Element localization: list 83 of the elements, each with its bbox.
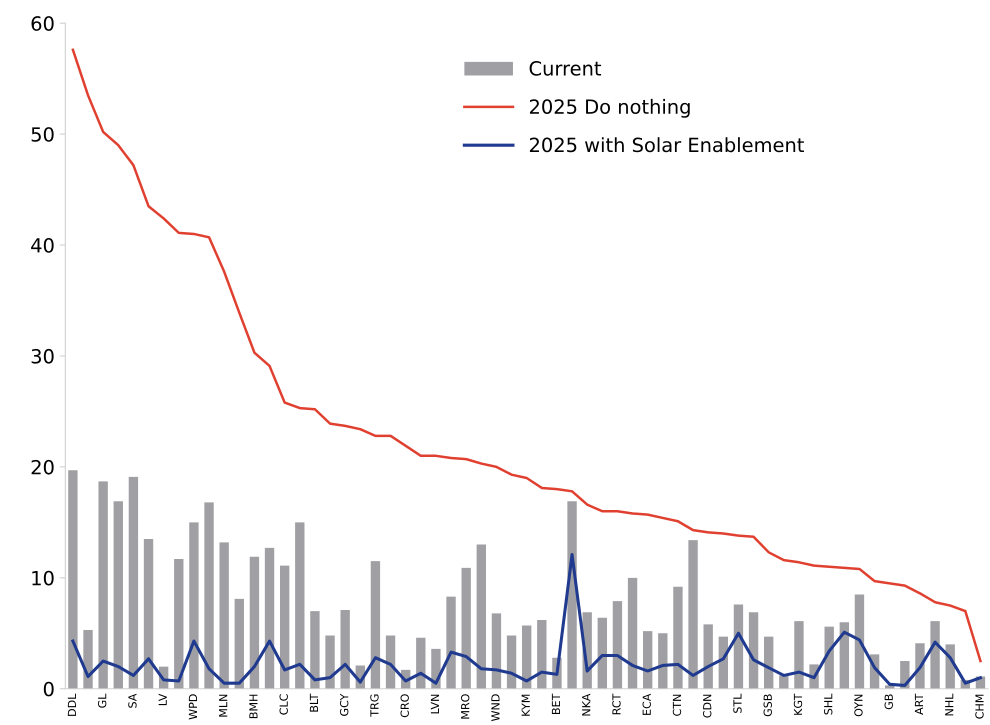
bar xyxy=(476,544,486,689)
bar xyxy=(219,542,229,689)
bar xyxy=(718,636,728,689)
y-tick-label: 0 xyxy=(44,682,54,696)
x-tick-label: BLT xyxy=(310,694,318,712)
x-tick-label: STL xyxy=(733,694,742,713)
legend-label: 2025 Do nothing xyxy=(530,98,690,118)
x-tick-label: SHL xyxy=(824,694,832,714)
bar xyxy=(204,502,214,689)
bar xyxy=(234,598,244,689)
x-tick-label: BET xyxy=(552,694,560,714)
bar xyxy=(764,636,774,689)
line-series xyxy=(71,553,982,687)
bar xyxy=(264,548,274,689)
x-tick-label: SA xyxy=(128,694,137,708)
bar xyxy=(416,638,426,689)
bar xyxy=(446,596,456,689)
x-tick-label: CTN xyxy=(672,694,682,716)
x-tick-label: WND xyxy=(491,694,500,722)
bar xyxy=(794,621,804,689)
x-tick-label: MRO xyxy=(460,694,470,719)
bar xyxy=(748,612,758,689)
x-tick-label: ECA xyxy=(642,694,651,715)
x-tick-label: ART xyxy=(914,694,924,715)
x-tick-label: GB xyxy=(884,694,893,710)
bar xyxy=(250,556,260,689)
y-tick-label: 10 xyxy=(32,570,54,586)
bar xyxy=(310,611,320,689)
bar xyxy=(174,558,184,689)
x-tick-label: GCY xyxy=(340,694,348,716)
y-tick-label: 30 xyxy=(32,348,54,364)
bar xyxy=(688,540,698,689)
bar xyxy=(280,566,290,689)
legend-label: Current xyxy=(530,61,602,76)
bar xyxy=(658,633,668,689)
y-tick-label: 20 xyxy=(32,460,54,475)
bar xyxy=(144,539,154,689)
bar xyxy=(370,561,380,689)
bar xyxy=(612,601,622,689)
x-tick-label: NHL xyxy=(945,694,954,716)
bar xyxy=(98,481,108,689)
y-tick-label: 40 xyxy=(31,238,54,253)
x-tick-label: CRO xyxy=(400,694,409,718)
x-tick-label: RCT xyxy=(612,694,621,714)
line-series xyxy=(72,48,982,662)
bar xyxy=(598,618,607,689)
x-tick-label: KGT xyxy=(794,694,802,715)
x-tick-label: WPD xyxy=(188,694,197,720)
x-tick-label: GL xyxy=(98,694,106,708)
bar xyxy=(824,626,834,689)
bar xyxy=(643,631,652,689)
bar xyxy=(854,594,864,689)
y-tick-label: 50 xyxy=(32,127,54,142)
x-tick-label: KYM xyxy=(522,694,530,716)
bar xyxy=(461,568,471,689)
bar xyxy=(628,578,638,689)
x-tick-label: LVN xyxy=(430,694,439,714)
bar xyxy=(840,622,850,689)
x-tick-label: CHM xyxy=(975,694,984,719)
x-tick-label: NKA xyxy=(582,694,590,716)
x-tick-label: LV xyxy=(158,694,167,706)
bar xyxy=(68,470,78,689)
x-tick-label: CLC xyxy=(279,694,288,715)
x-tick-label: GSB xyxy=(764,694,772,716)
bar xyxy=(704,624,713,689)
y-tick-label: 60 xyxy=(32,16,54,31)
x-tick-label: BMH xyxy=(249,694,258,718)
bar xyxy=(128,476,138,689)
x-tick-label: MLN xyxy=(219,694,228,717)
bar xyxy=(673,586,683,689)
bar xyxy=(189,522,199,689)
x-tick-label: OYN xyxy=(854,694,863,716)
bar xyxy=(492,613,502,689)
x-tick-label: CDN xyxy=(703,694,712,718)
bar xyxy=(537,620,546,689)
bar xyxy=(114,501,123,689)
x-tick-label: DDL xyxy=(68,694,76,716)
bar xyxy=(522,626,532,689)
legend-label: 2025 with Solar Enablement xyxy=(530,137,804,152)
x-tick-label: TRG xyxy=(370,694,379,717)
bar xyxy=(295,522,304,689)
bar xyxy=(340,610,350,689)
bar xyxy=(930,621,940,689)
